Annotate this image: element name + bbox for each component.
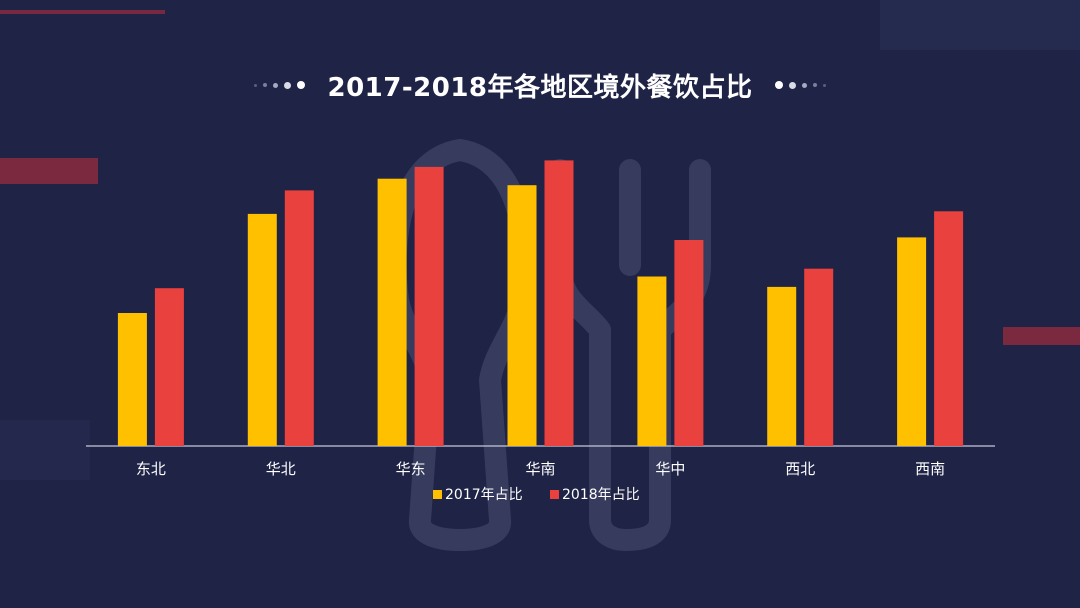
bar-2017-6 — [897, 237, 927, 446]
bars-group — [117, 160, 964, 446]
x-tick-label: 西南 — [915, 460, 945, 478]
x-tick-label: 华东 — [396, 460, 426, 478]
bar-2017-2 — [377, 178, 407, 446]
decor-glow-bottom-left — [0, 420, 90, 480]
x-tick-label: 东北 — [136, 460, 166, 478]
legend-swatch — [550, 490, 559, 499]
decor-bar-right — [1003, 327, 1080, 345]
bar-2018-0 — [154, 288, 184, 446]
bar-2018-2 — [414, 166, 444, 446]
dot-icon — [254, 83, 258, 87]
dot-icon — [822, 83, 826, 87]
dot-icon — [774, 81, 783, 89]
legend-item-1: 2018年占比 — [550, 487, 640, 503]
decor-bar-top-left — [0, 10, 165, 14]
title-dots-left — [254, 81, 306, 89]
legend: 2017年占比 2018年占比 — [433, 487, 640, 503]
title-row: 2017-2018年各地区境外餐饮占比 — [0, 62, 1080, 108]
legend-swatch — [433, 490, 442, 499]
dot-icon — [273, 82, 279, 88]
bar-2017-5 — [767, 286, 797, 446]
bar-2018-6 — [934, 211, 964, 446]
title-dots-right — [774, 81, 826, 89]
dot-icon — [297, 81, 306, 89]
bar-2017-0 — [117, 313, 147, 446]
bar-2018-4 — [674, 240, 704, 446]
bar-2018-5 — [804, 268, 834, 446]
dot-icon — [788, 81, 796, 89]
legend-label: 2018年占比 — [562, 487, 640, 503]
bar-2018-3 — [544, 160, 574, 446]
dot-icon — [284, 81, 292, 89]
legend-item-0: 2017年占比 — [433, 487, 523, 503]
x-tick-label: 西北 — [785, 460, 815, 478]
x-tick-labels: 东北 华北 华东 华南 华中 西北 西南 — [136, 460, 945, 478]
decor-glow-top-right — [880, 0, 1080, 50]
legend-label: 2017年占比 — [445, 487, 523, 503]
x-tick-label: 华南 — [525, 460, 555, 478]
bar-2017-1 — [247, 213, 277, 446]
bar-2017-4 — [637, 276, 667, 446]
dot-icon — [801, 82, 807, 88]
bar-2018-1 — [284, 190, 314, 446]
chart-title: 2017-2018年各地区境外餐饮占比 — [327, 72, 753, 103]
x-tick-label: 华北 — [266, 460, 296, 478]
dot-icon — [263, 83, 268, 87]
x-tick-label: 华中 — [655, 460, 685, 478]
decor-bar-left — [0, 158, 98, 184]
dot-icon — [812, 83, 817, 87]
bar-2017-3 — [507, 185, 537, 446]
